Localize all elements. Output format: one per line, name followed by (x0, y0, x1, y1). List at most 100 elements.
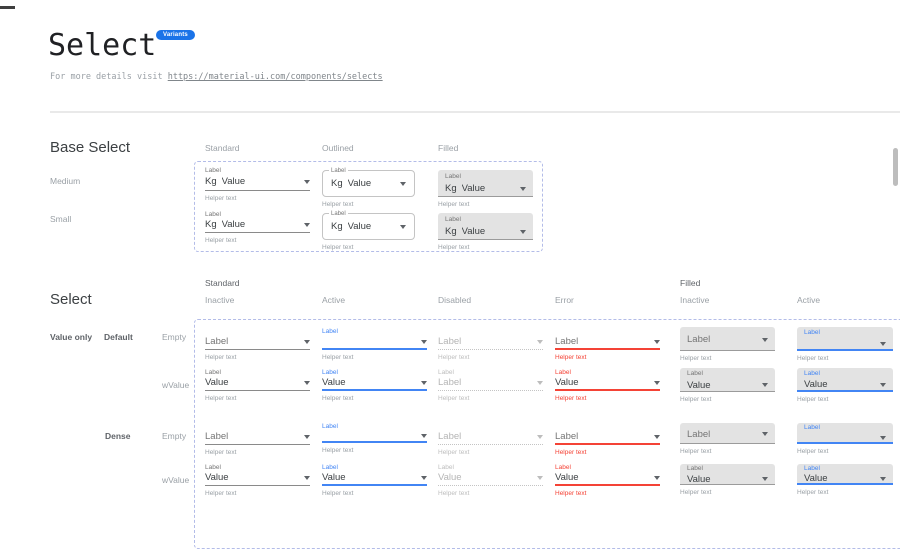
select-control[interactable]: Label (555, 336, 660, 350)
helper-text: Helper text (797, 396, 829, 403)
chevron-down-icon (762, 477, 768, 481)
float-label: Label (205, 464, 221, 471)
chevron-down-icon (880, 341, 886, 346)
scrollbar-thumb[interactable] (893, 148, 898, 186)
select-placeholder: Label (438, 431, 462, 442)
chevron-down-icon (537, 380, 543, 385)
select-standard-error-empty: Label Helper text (555, 327, 660, 361)
select-placeholder: Label (687, 428, 711, 440)
chevron-down-icon (520, 229, 526, 234)
chevron-down-icon (880, 382, 886, 387)
select-standard-error-wvalue-dense: Label Value Helper text (555, 464, 660, 497)
base-select-filled-medium: Label Kg Value Helper text (438, 170, 533, 208)
select-standard-active-empty-dense: Label Helper text (322, 423, 427, 454)
select-value: Value (438, 472, 462, 483)
select-placeholder: Label (205, 336, 229, 347)
docs-link[interactable]: https://material-ui.com/components/selec… (167, 72, 383, 82)
state-header-error: Error (555, 295, 574, 305)
select-control[interactable]: Value (205, 472, 310, 486)
state-header-disabled: Disabled (438, 295, 472, 305)
select-value: Value (221, 176, 246, 187)
base-select-standard-medium: Label Kg Value Helper text (205, 166, 310, 202)
select-value: Value (347, 178, 372, 189)
select-control[interactable]: Label (438, 336, 543, 350)
chevron-down-icon (762, 337, 768, 342)
select-control[interactable]: Value (322, 377, 427, 391)
select-control[interactable] (322, 336, 427, 350)
float-label: Label (205, 167, 221, 174)
select-control[interactable]: Label Value (680, 368, 775, 392)
select-control[interactable]: Value (438, 472, 543, 486)
select-control[interactable]: Value (205, 377, 310, 391)
select-placeholder: Label (205, 431, 229, 442)
float-label: Label (322, 423, 338, 430)
select-control[interactable]: Label Kg Value (322, 210, 415, 240)
select-control[interactable]: Label (797, 327, 893, 351)
select-control[interactable] (322, 431, 427, 443)
float-label: Label (687, 465, 703, 472)
select-control[interactable]: Label (205, 431, 310, 445)
select-standard-disabled-wvalue: Label Label Helper text (438, 368, 543, 402)
chevron-down-icon (400, 181, 406, 186)
select-control[interactable]: Label (555, 431, 660, 445)
select-value: Value (804, 473, 828, 484)
float-label: Label (445, 215, 461, 223)
helper-text: Helper text (322, 201, 354, 208)
select-placeholder: Label (438, 336, 462, 347)
chevron-down-icon (520, 186, 526, 191)
base-select-filled-small: Label Kg Value Helper text (438, 213, 533, 251)
adornment: Kg (205, 219, 217, 230)
select-placeholder: Label (687, 334, 711, 345)
select-control[interactable]: Label Value (680, 464, 775, 485)
chevron-down-icon (304, 475, 310, 480)
page-title: Select (48, 28, 157, 63)
select-control[interactable]: Value (555, 377, 660, 391)
chevron-down-icon (880, 476, 886, 481)
helper-text: Helper text (322, 354, 354, 361)
row-label-small: Small (50, 214, 72, 224)
column-header-filled: Filled (438, 143, 459, 153)
adornment: Kg (445, 226, 457, 237)
group-header-filled: Filled (680, 278, 701, 288)
helper-text: Helper text (555, 395, 587, 402)
float-label: Label (438, 464, 454, 471)
select-control[interactable]: Label (797, 423, 893, 444)
select-control[interactable]: Value (555, 472, 660, 486)
select-filled-active-empty: Label Helper text (797, 327, 893, 362)
helper-text: Helper text (797, 355, 829, 362)
select-control[interactable]: Label Kg Value (438, 170, 533, 197)
float-label (205, 423, 310, 431)
divider (50, 111, 900, 113)
select-control[interactable]: Kg Value (205, 219, 310, 233)
select-standard-inactive-empty-dense: Label Helper text (205, 423, 310, 456)
state-header-filled-inactive: Inactive (680, 295, 710, 305)
select-control[interactable]: Label Kg Value (322, 167, 415, 197)
helper-text: Helper text (205, 237, 237, 244)
select-filled-active-wvalue-dense: Label Value Helper text (797, 464, 893, 496)
select-control[interactable]: Label Value (797, 464, 893, 485)
chevron-down-icon (421, 433, 427, 438)
select-value: Value (322, 377, 346, 388)
float-label: Label (322, 464, 338, 471)
select-control[interactable]: Label Value (797, 368, 893, 392)
float-label (555, 423, 660, 431)
select-value: Value (205, 377, 229, 388)
select-control[interactable]: Label (680, 327, 775, 351)
select-filled-inactive-wvalue-dense: Label Value Helper text (680, 464, 775, 496)
helper-text: Helper text (555, 354, 587, 361)
group-header-standard: Standard (205, 278, 240, 288)
select-control[interactable]: Label (438, 377, 543, 391)
select-control[interactable]: Value (322, 472, 427, 486)
helper-text: Helper text (438, 201, 470, 208)
subtitle-text: For more details visit (50, 72, 168, 82)
select-control[interactable]: Label (438, 431, 543, 445)
select-control[interactable]: Label (680, 423, 775, 444)
select-control[interactable]: Kg Value (205, 175, 310, 191)
select-filled-active-empty-dense: Label Helper text (797, 423, 893, 455)
select-control[interactable]: Label (205, 336, 310, 350)
select-value: Value (322, 472, 346, 483)
helper-text: Helper text (680, 355, 712, 362)
chevron-down-icon (421, 339, 427, 344)
subtitle: For more details visit https://material-… (50, 72, 383, 82)
select-control[interactable]: Label Kg Value (438, 213, 533, 240)
